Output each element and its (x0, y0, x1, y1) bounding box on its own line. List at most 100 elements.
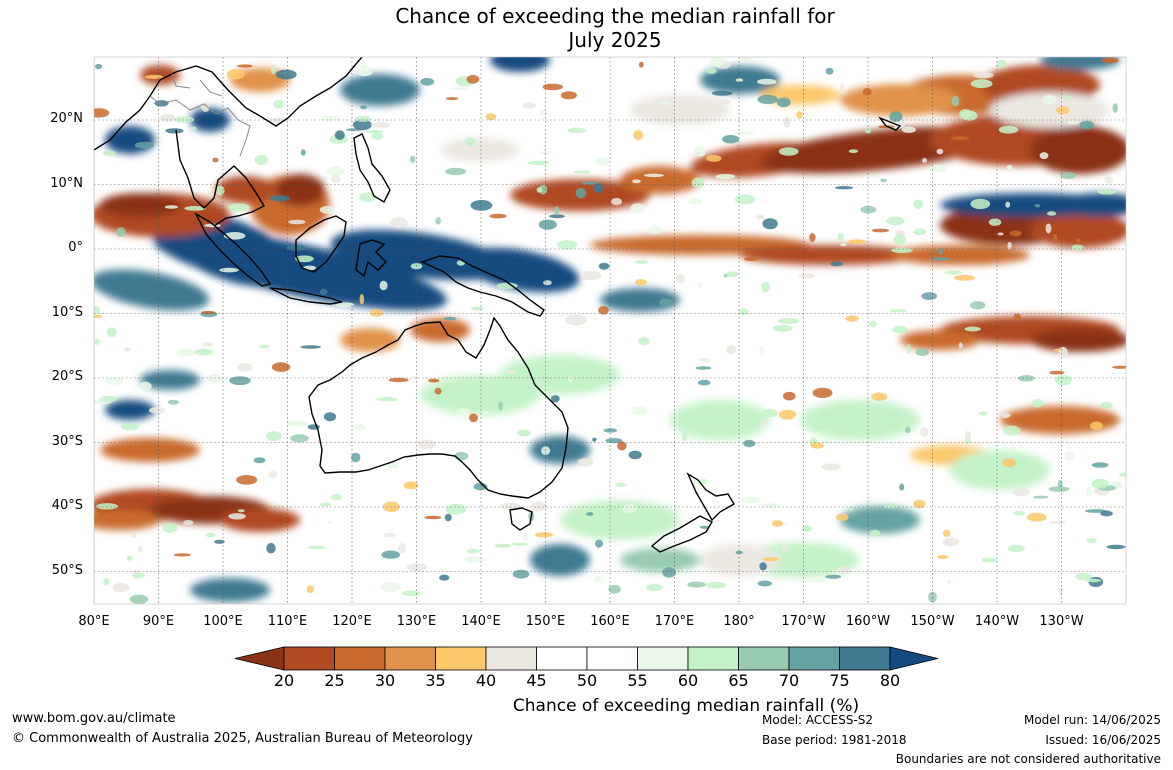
footer-copyright: © Commonwealth of Australia 2025, Austra… (12, 731, 473, 746)
probability-speckle (915, 348, 930, 356)
probability-speckle (352, 119, 372, 131)
probability-speckle (988, 218, 1002, 226)
probability-blob (94, 510, 160, 530)
probability-speckle (445, 97, 459, 101)
probability-speckle (706, 154, 722, 162)
probability-blob (410, 318, 470, 342)
probability-speckle (214, 539, 225, 544)
probability-speckle (899, 483, 905, 491)
probability-speckle (970, 198, 991, 210)
probability-speckle (334, 130, 345, 140)
probability-speckle (573, 170, 591, 174)
probability-speckle (323, 412, 337, 422)
probability-speckle (1005, 201, 1011, 208)
probability-speckle (565, 314, 587, 326)
probability-speckle (848, 149, 859, 154)
probability-speckle (953, 274, 976, 281)
probability-speckle (1031, 399, 1044, 408)
probability-speckle (1006, 165, 1013, 170)
probability-speckle (716, 99, 731, 105)
colorbar-tick-label: 20 (273, 671, 295, 690)
probability-speckle (646, 583, 663, 592)
probability-speckle (229, 376, 251, 385)
probability-speckle (358, 64, 369, 68)
probability-speckle (821, 463, 841, 471)
probability-speckle (594, 539, 604, 548)
probability-speckle (631, 406, 648, 416)
probability-speckle (1091, 478, 1110, 489)
probability-speckle (835, 186, 854, 190)
probability-speckle (937, 555, 949, 559)
probability-speckle (511, 542, 529, 546)
probability-speckle (160, 113, 176, 123)
probability-speckle (615, 482, 626, 488)
probability-speckle (836, 513, 849, 521)
probability-speckle (1056, 106, 1070, 115)
probability-speckle (758, 503, 780, 508)
probability-speckle (973, 72, 994, 79)
probability-speckle (173, 553, 191, 557)
probability-speckle (527, 160, 550, 166)
probability-speckle (417, 439, 437, 450)
probability-speckle (961, 110, 978, 121)
colorbar-segment (839, 646, 891, 671)
probability-speckle (738, 57, 752, 62)
probability-speckle (102, 150, 116, 157)
probability-speckle (922, 158, 928, 163)
philippines-coastline (353, 133, 391, 203)
probability-speckle (201, 310, 216, 315)
probability-speckle (124, 347, 131, 352)
probability-speckle (759, 562, 767, 571)
probability-speckle (190, 126, 197, 131)
latitude-label: 0° (68, 240, 83, 255)
probability-speckle (1013, 313, 1022, 320)
probability-speckle (202, 342, 214, 347)
probability-speckle (1009, 230, 1022, 237)
probability-speckle (538, 219, 557, 230)
probability-speckle (371, 122, 390, 128)
probability-speckle (840, 243, 847, 247)
probability-speckle (129, 594, 149, 604)
probability-speckle (134, 141, 155, 149)
probability-blob (800, 400, 920, 440)
probability-speckle (1085, 578, 1102, 583)
java-coastline (269, 287, 343, 305)
probability-speckle (825, 67, 834, 75)
probability-speckle (1086, 538, 1097, 544)
probability-speckle (132, 572, 145, 579)
probability-speckle (869, 529, 881, 537)
probability-speckle (330, 493, 342, 501)
probability-speckle (622, 504, 638, 514)
probability-speckle (1119, 472, 1126, 477)
probability-speckle (359, 105, 368, 110)
probability-speckle (105, 377, 124, 385)
probability-speckle (893, 234, 907, 246)
probability-speckle (796, 111, 803, 119)
footer-url[interactable]: www.bom.gov.au/climate (12, 711, 176, 726)
probability-speckle (265, 431, 282, 442)
probability-blob (630, 94, 730, 126)
probability-speckle (809, 233, 816, 242)
colorbar-tick-label: 80 (879, 671, 901, 690)
probability-speckle (638, 61, 644, 68)
probability-speckle (1007, 241, 1012, 250)
probability-speckle (300, 149, 306, 156)
probability-speckle (149, 407, 166, 414)
probability-speckle (593, 183, 604, 193)
probability-speckle (237, 64, 253, 68)
probability-speckle (273, 99, 284, 109)
probability-speckle (581, 181, 600, 185)
boundaries (149, 73, 251, 157)
probability-speckle (848, 506, 854, 511)
sulawesi-coastline (355, 239, 387, 278)
longitude-label: 160°W (845, 614, 891, 629)
colorbar-segment (586, 646, 638, 671)
probability-speckle (94, 63, 103, 70)
probability-speckle (228, 203, 250, 212)
probability-speckle (759, 418, 767, 428)
probability-speckle (445, 503, 467, 515)
probability-speckle (96, 503, 118, 510)
longitude-label: 140°W (974, 614, 1020, 629)
probability-speckle (1049, 370, 1065, 375)
